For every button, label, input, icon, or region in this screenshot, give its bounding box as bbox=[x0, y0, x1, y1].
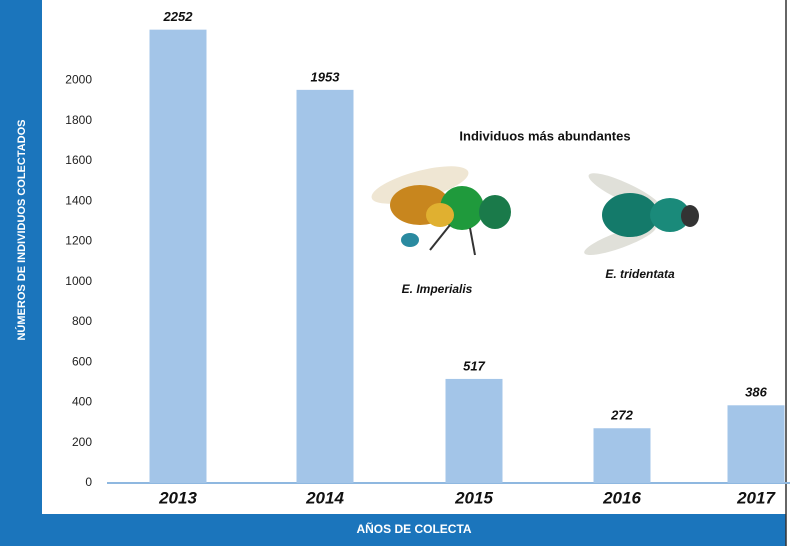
y-tick-label: 0 bbox=[85, 475, 92, 489]
frame-bottom bbox=[42, 514, 786, 546]
y-tick-label: 1400 bbox=[65, 193, 92, 207]
bar bbox=[593, 428, 651, 483]
bar bbox=[149, 29, 207, 484]
x-axis-title: AÑOS DE COLECTA bbox=[356, 521, 471, 536]
x-tick-label: 2016 bbox=[602, 488, 641, 507]
y-tick-label: 1800 bbox=[65, 113, 92, 127]
value-label: 386 bbox=[745, 385, 767, 400]
frame-left bbox=[0, 0, 42, 546]
y-tick-label: 600 bbox=[72, 354, 92, 368]
x-tick-label: 2013 bbox=[158, 488, 197, 507]
y-axis-title: NÚMEROS DE INDIVIDUOS COLECTADOS bbox=[15, 119, 28, 340]
value-label: 272 bbox=[610, 408, 633, 423]
y-tick-label: 200 bbox=[72, 435, 92, 449]
value-label: 2252 bbox=[163, 9, 194, 24]
annotation: E. Imperialis bbox=[402, 282, 473, 296]
x-tick-label: 2017 bbox=[736, 488, 776, 507]
y-tick-label: 400 bbox=[72, 395, 92, 409]
y-tick-label: 1600 bbox=[65, 153, 92, 167]
y-tick-label: 1000 bbox=[65, 274, 92, 288]
value-label: 517 bbox=[463, 358, 485, 373]
bar bbox=[445, 378, 503, 483]
insect-imperialis bbox=[371, 166, 511, 256]
x-tick-label: 2014 bbox=[305, 488, 344, 507]
bar bbox=[296, 89, 354, 484]
y-tick-label: 800 bbox=[72, 314, 92, 328]
annotation: E. tridentata bbox=[605, 267, 675, 281]
value-label: 1953 bbox=[311, 69, 341, 84]
y-tick-label: 2000 bbox=[65, 73, 92, 87]
bar bbox=[727, 405, 785, 483]
annotation: Individuos más abundantes bbox=[459, 128, 630, 143]
x-tick-label: 2015 bbox=[454, 488, 493, 507]
insect-tridentata bbox=[584, 173, 699, 256]
y-tick-label: 1200 bbox=[65, 234, 92, 248]
